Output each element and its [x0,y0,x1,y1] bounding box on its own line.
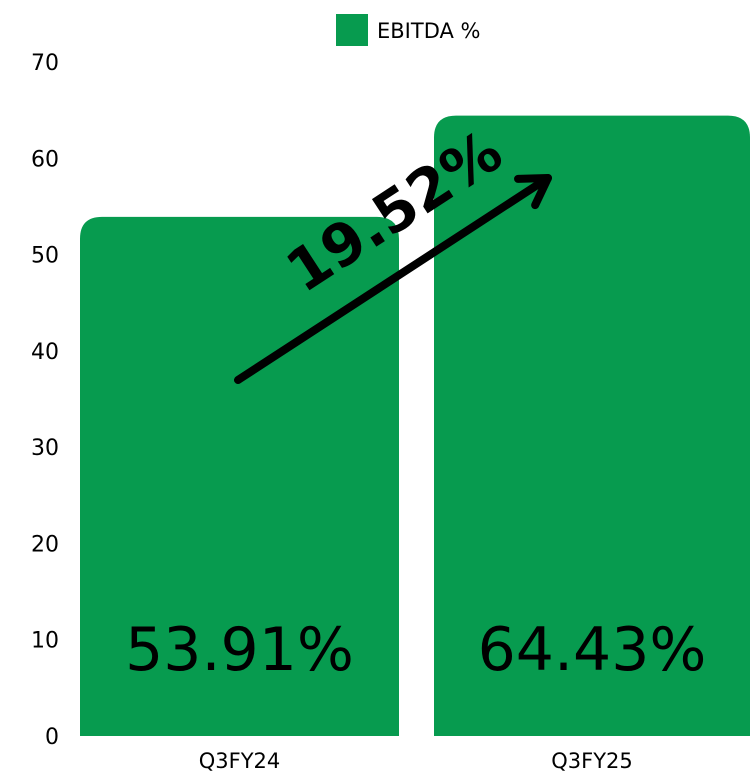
y-tick-label: 50 [31,244,59,269]
growth-arrow-icon [234,174,552,384]
y-tick-label: 0 [45,725,59,750]
legend: EBITDA % [336,14,481,46]
arrowhead-icon [514,174,552,210]
x-tick-label: Q3FY24 [199,749,281,773]
x-axis: Q3FY24 Q3FY25 [199,749,633,773]
legend-label: EBITDA % [377,19,481,43]
y-axis: 0 10 20 30 40 50 60 70 [31,51,59,750]
y-tick-label: 30 [31,436,59,461]
bar-value-label: 53.91% [125,615,354,685]
y-tick-label: 10 [31,629,59,654]
bar-q3fy24 [80,216,399,737]
y-tick-label: 60 [31,147,59,172]
data-labels: 53.91% 64.43% [125,615,706,685]
y-tick-label: 40 [31,340,59,365]
y-tick-label: 70 [31,51,59,76]
bar-q3fy25 [434,115,750,736]
bars [80,115,750,737]
x-tick-label: Q3FY25 [551,749,633,773]
legend-swatch [336,14,368,46]
y-tick-label: 20 [31,532,59,557]
bar-value-label: 64.43% [478,615,707,685]
